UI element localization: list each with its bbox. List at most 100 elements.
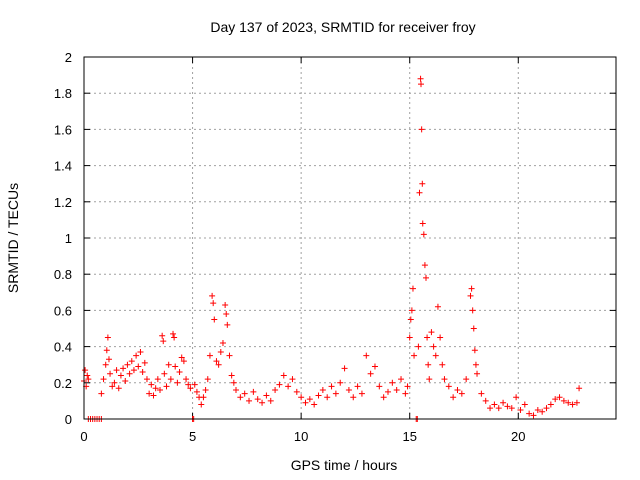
data-point <box>109 383 116 390</box>
data-point <box>185 381 192 388</box>
data-point <box>482 397 489 404</box>
data-point <box>210 300 217 307</box>
data-point <box>150 392 157 399</box>
data-point <box>539 408 546 415</box>
data-point <box>137 349 144 356</box>
x-tick-label: 5 <box>189 429 196 444</box>
data-point <box>302 399 309 406</box>
data-point <box>191 381 198 388</box>
data-point <box>402 390 409 397</box>
data-point <box>152 385 159 392</box>
data-point <box>345 387 352 394</box>
data-point <box>171 334 178 341</box>
chart-title: Day 137 of 2023, SRMTID for receiver fro… <box>210 19 475 35</box>
data-point <box>107 370 114 377</box>
data-point <box>573 399 580 406</box>
data-point <box>415 343 422 350</box>
y-tick-label: 1.8 <box>54 86 72 101</box>
data-point <box>117 372 124 379</box>
data-point <box>124 361 131 368</box>
data-point <box>298 394 305 401</box>
data-point <box>311 401 318 408</box>
plot-frame <box>83 56 617 420</box>
data-point <box>409 285 416 292</box>
data-point <box>354 383 361 390</box>
data-point <box>350 394 357 401</box>
data-point <box>543 405 550 412</box>
data-point <box>437 334 444 341</box>
data-point <box>419 220 426 227</box>
data-point <box>82 367 89 374</box>
data-point <box>219 339 226 346</box>
data-point <box>547 401 554 408</box>
data-point <box>337 379 344 386</box>
data-point <box>241 390 248 397</box>
data-point <box>408 307 415 314</box>
data-point <box>315 392 322 399</box>
data-point <box>154 376 161 383</box>
grid-lines <box>84 57 616 419</box>
data-point <box>418 81 425 88</box>
data-point <box>418 126 425 133</box>
data-point <box>122 377 129 384</box>
data-point <box>530 412 537 419</box>
data-point <box>103 347 110 354</box>
data-point <box>98 390 105 397</box>
data-point <box>224 321 231 328</box>
y-tick-label: 0.6 <box>54 303 72 318</box>
data-point <box>217 349 224 356</box>
data-point <box>276 381 283 388</box>
data-point <box>180 358 187 365</box>
data-point <box>143 376 150 383</box>
data-point <box>500 399 507 406</box>
data-point <box>128 358 135 365</box>
data-point <box>341 365 348 372</box>
data-point <box>130 367 137 374</box>
axis-ticks: 00.20.40.60.811.21.41.61.820 5 10 15 20 <box>54 50 616 444</box>
data-point <box>417 75 424 82</box>
data-point <box>508 405 515 412</box>
data-point <box>272 387 279 394</box>
data-point <box>174 379 181 386</box>
data-point <box>517 406 524 413</box>
data-point <box>100 376 107 383</box>
data-point <box>363 352 370 359</box>
data-point <box>332 390 339 397</box>
data-point <box>416 189 423 196</box>
data-point <box>176 368 183 375</box>
data-point <box>141 359 148 366</box>
y-tick-label: 0 <box>65 412 72 427</box>
data-point <box>254 396 261 403</box>
data-point <box>200 394 207 401</box>
data-point <box>172 363 179 370</box>
data-point <box>420 231 427 238</box>
data-point <box>213 358 220 365</box>
data-point <box>393 387 400 394</box>
data-point <box>237 394 244 401</box>
data-point <box>167 376 174 383</box>
data-point <box>319 387 326 394</box>
data-point <box>246 397 253 404</box>
data-point <box>146 390 153 397</box>
data-point <box>421 262 428 269</box>
data-point <box>202 387 209 394</box>
data-point <box>428 329 435 336</box>
data-point <box>478 390 485 397</box>
data-point <box>419 180 426 187</box>
data-point <box>306 396 313 403</box>
data-point <box>160 338 167 345</box>
data-point <box>159 332 166 339</box>
y-tick-label: 2 <box>65 50 72 65</box>
data-point <box>222 301 229 308</box>
data-point <box>367 370 374 377</box>
data-point <box>209 292 216 299</box>
data-point <box>263 392 270 399</box>
data-point <box>398 376 405 383</box>
data-point <box>120 365 127 372</box>
data-point <box>193 388 200 395</box>
data-point <box>425 361 432 368</box>
data-point <box>102 361 109 368</box>
data-point <box>233 387 239 394</box>
data-point <box>161 370 168 377</box>
data-point <box>411 352 418 359</box>
